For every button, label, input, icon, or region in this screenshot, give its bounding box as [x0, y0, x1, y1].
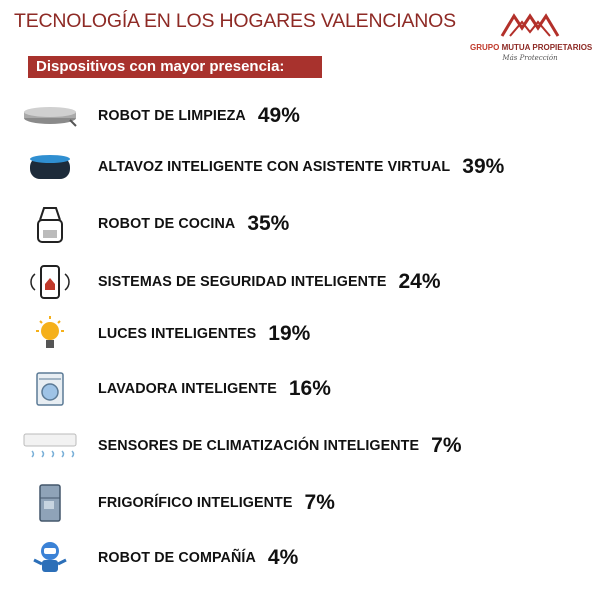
device-row: SENSORES DE CLIMATIZACIÓN INTELIGENTE 7% — [0, 426, 462, 466]
device-row: LAVADORA INTELIGENTE 16% — [0, 369, 331, 409]
device-share: 24% — [398, 270, 441, 293]
device-row: ROBOT DE COMPAÑÍA 4% — [0, 538, 298, 578]
device-row: ROBOT DE LIMPIEZA 49% — [0, 96, 300, 136]
device-icon — [30, 155, 70, 179]
device-icon — [30, 265, 70, 299]
logo-brand: GRUPO MUTUA PROPIETARIOS — [470, 43, 593, 52]
device-share: 7% — [431, 434, 462, 457]
device-label: LAVADORA INTELIGENTE — [98, 381, 277, 397]
device-label: SENSORES DE CLIMATIZACIÓN INTELIGENTE — [98, 438, 420, 454]
device-label: ROBOT DE COMPAÑÍA — [98, 550, 256, 566]
device-icon — [23, 433, 77, 458]
device-share: 19% — [268, 322, 311, 345]
device-label: ROBOT DE COCINA — [98, 216, 236, 232]
title: TECNOLOGÍA EN LOS HOGARES VALENCIANOS — [14, 10, 456, 32]
device-label: ROBOT DE LIMPIEZA — [98, 108, 246, 124]
device-label: ALTAVOZ INTELIGENTE CON ASISTENTE VIRTUA… — [98, 159, 451, 175]
device-share: 16% — [288, 377, 331, 400]
logo: GRUPO MUTUA PROPIETARIOS Más Protección — [470, 12, 593, 62]
device-row: LUCES INTELIGENTES 19% — [0, 314, 310, 354]
device-icon — [33, 542, 67, 572]
device-share: 7% — [304, 491, 335, 514]
subtitle: Dispositivos con mayor presencia: — [28, 56, 322, 78]
logo-mark — [500, 13, 560, 37]
device-row: ALTAVOZ INTELIGENTE CON ASISTENTE VIRTUA… — [0, 147, 504, 187]
device-row: FRIGORÍFICO INTELIGENTE 7% — [0, 483, 335, 523]
device-share: 4% — [267, 546, 299, 569]
device-share: 49% — [257, 104, 300, 127]
device-icon — [36, 316, 64, 348]
device-icon — [37, 207, 63, 243]
logo-tagline: Más Protección — [502, 54, 558, 62]
device-icon — [36, 372, 64, 406]
device-label: LUCES INTELIGENTES — [98, 326, 257, 342]
device-share: 35% — [247, 212, 290, 235]
device-row: SISTEMAS DE SEGURIDAD INTELIGENTE 24% — [0, 262, 441, 302]
device-icon — [24, 107, 77, 127]
device-share: 39% — [462, 155, 505, 178]
device-label: FRIGORÍFICO INTELIGENTE — [98, 495, 293, 511]
device-label: SISTEMAS DE SEGURIDAD INTELIGENTE — [98, 274, 387, 290]
device-row: ROBOT DE COCINA 35% — [0, 204, 289, 244]
device-icon — [39, 484, 61, 522]
